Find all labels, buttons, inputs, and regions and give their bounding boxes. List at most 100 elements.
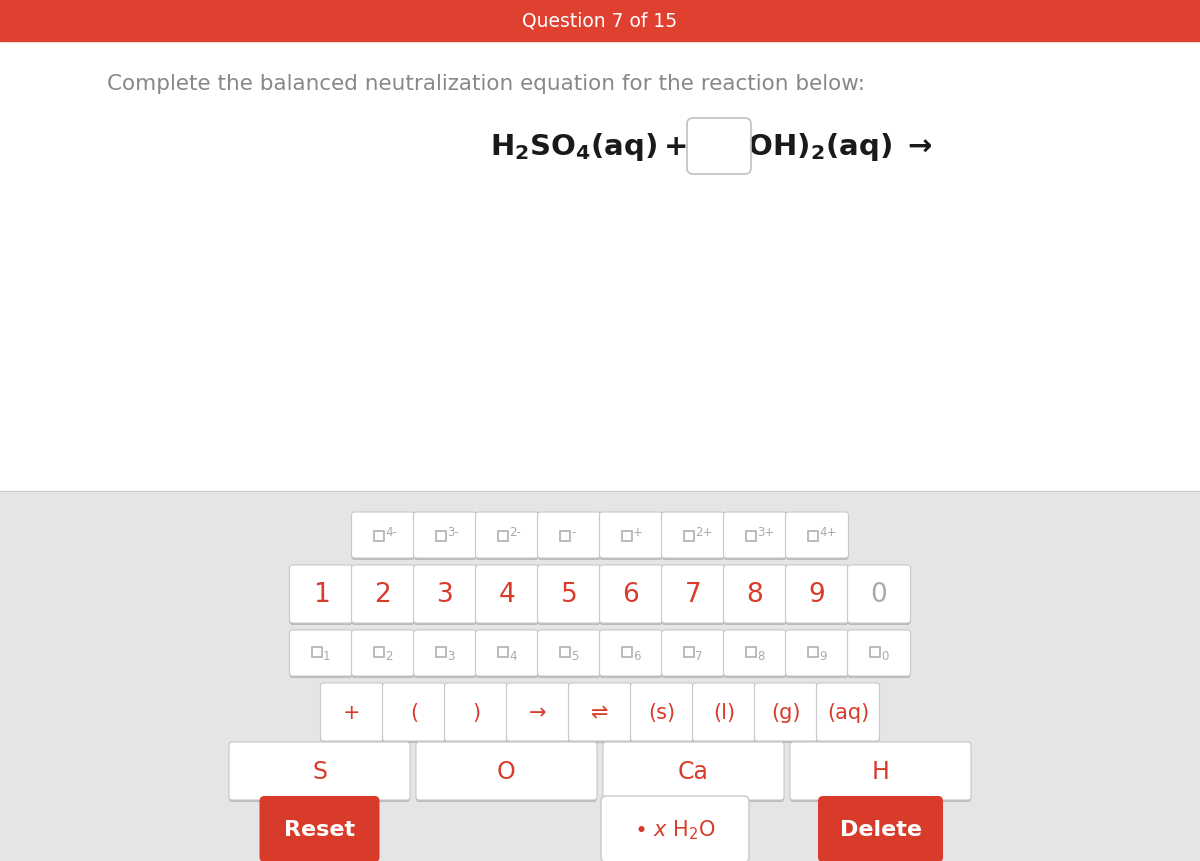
- Text: Reset: Reset: [284, 819, 355, 839]
- FancyBboxPatch shape: [600, 512, 662, 558]
- FancyBboxPatch shape: [414, 512, 476, 558]
- Text: 6: 6: [623, 581, 640, 607]
- FancyBboxPatch shape: [383, 685, 445, 743]
- FancyBboxPatch shape: [475, 514, 539, 561]
- FancyBboxPatch shape: [414, 630, 476, 676]
- FancyBboxPatch shape: [604, 744, 784, 802]
- Bar: [560, 647, 570, 657]
- FancyBboxPatch shape: [600, 632, 662, 678]
- FancyBboxPatch shape: [538, 514, 600, 561]
- FancyBboxPatch shape: [661, 512, 725, 558]
- Text: 7: 7: [695, 650, 702, 663]
- FancyBboxPatch shape: [444, 685, 508, 743]
- FancyBboxPatch shape: [229, 744, 410, 802]
- Text: 2: 2: [374, 581, 391, 607]
- FancyBboxPatch shape: [600, 566, 662, 623]
- Bar: [746, 647, 756, 657]
- Text: ): ): [472, 703, 480, 722]
- Text: 2+: 2+: [695, 526, 713, 539]
- FancyBboxPatch shape: [352, 514, 414, 561]
- Text: 3: 3: [437, 581, 454, 607]
- FancyBboxPatch shape: [475, 630, 539, 676]
- Bar: [808, 647, 818, 657]
- Bar: [684, 647, 694, 657]
- FancyBboxPatch shape: [569, 685, 631, 743]
- FancyBboxPatch shape: [786, 512, 848, 558]
- Text: 4: 4: [509, 650, 516, 663]
- FancyBboxPatch shape: [600, 630, 662, 676]
- FancyBboxPatch shape: [569, 684, 631, 741]
- FancyBboxPatch shape: [600, 514, 662, 561]
- FancyBboxPatch shape: [847, 567, 911, 625]
- Text: 1: 1: [323, 650, 330, 663]
- FancyBboxPatch shape: [786, 632, 848, 678]
- FancyBboxPatch shape: [755, 685, 817, 743]
- FancyBboxPatch shape: [352, 630, 414, 676]
- FancyBboxPatch shape: [661, 632, 725, 678]
- Text: (g): (g): [772, 703, 800, 722]
- Bar: [374, 647, 384, 657]
- Text: 8: 8: [757, 650, 764, 663]
- FancyBboxPatch shape: [724, 514, 786, 561]
- Text: 2: 2: [385, 650, 392, 663]
- FancyBboxPatch shape: [790, 742, 971, 800]
- Text: 7: 7: [685, 581, 701, 607]
- FancyBboxPatch shape: [506, 684, 570, 741]
- Bar: [622, 647, 632, 657]
- Bar: [436, 647, 446, 657]
- FancyBboxPatch shape: [414, 632, 476, 678]
- FancyBboxPatch shape: [320, 684, 384, 741]
- Bar: [0, 0, 1200, 42]
- FancyBboxPatch shape: [538, 512, 600, 558]
- FancyBboxPatch shape: [661, 567, 725, 625]
- Text: 3-: 3-: [446, 526, 458, 539]
- Bar: [622, 531, 632, 542]
- FancyBboxPatch shape: [538, 632, 600, 678]
- Text: 4+: 4+: [818, 526, 836, 539]
- Text: Ca: Ca: [678, 759, 709, 784]
- FancyBboxPatch shape: [818, 796, 943, 861]
- Text: 8: 8: [746, 581, 763, 607]
- FancyBboxPatch shape: [661, 514, 725, 561]
- Text: 6: 6: [634, 650, 641, 663]
- Text: 3: 3: [446, 650, 455, 663]
- Bar: [808, 531, 818, 542]
- FancyBboxPatch shape: [755, 684, 817, 741]
- FancyBboxPatch shape: [475, 567, 539, 625]
- Bar: [374, 531, 384, 542]
- Text: →: →: [529, 703, 547, 722]
- Bar: [498, 531, 508, 542]
- Text: ⇌: ⇌: [592, 703, 608, 722]
- FancyBboxPatch shape: [847, 566, 911, 623]
- Text: 5: 5: [571, 650, 578, 663]
- FancyBboxPatch shape: [604, 742, 784, 800]
- FancyBboxPatch shape: [229, 742, 410, 800]
- FancyBboxPatch shape: [786, 514, 848, 561]
- FancyBboxPatch shape: [475, 632, 539, 678]
- FancyBboxPatch shape: [724, 632, 786, 678]
- FancyBboxPatch shape: [847, 630, 911, 676]
- FancyBboxPatch shape: [444, 684, 508, 741]
- Bar: [436, 531, 446, 542]
- Bar: [312, 647, 322, 657]
- Text: +: +: [634, 526, 643, 539]
- FancyBboxPatch shape: [538, 567, 600, 625]
- FancyBboxPatch shape: [786, 567, 848, 625]
- FancyBboxPatch shape: [601, 796, 749, 861]
- FancyBboxPatch shape: [724, 566, 786, 623]
- FancyBboxPatch shape: [786, 630, 848, 676]
- FancyBboxPatch shape: [538, 630, 600, 676]
- FancyBboxPatch shape: [661, 566, 725, 623]
- FancyBboxPatch shape: [416, 742, 598, 800]
- FancyBboxPatch shape: [724, 567, 786, 625]
- FancyBboxPatch shape: [414, 566, 476, 623]
- Text: 0: 0: [871, 581, 887, 607]
- FancyBboxPatch shape: [352, 567, 414, 625]
- FancyBboxPatch shape: [320, 685, 384, 743]
- Text: Delete: Delete: [840, 819, 922, 839]
- Text: 4: 4: [499, 581, 515, 607]
- Text: 9: 9: [809, 581, 826, 607]
- Text: 2-: 2-: [509, 526, 521, 539]
- FancyBboxPatch shape: [352, 566, 414, 623]
- Text: 0: 0: [881, 650, 888, 663]
